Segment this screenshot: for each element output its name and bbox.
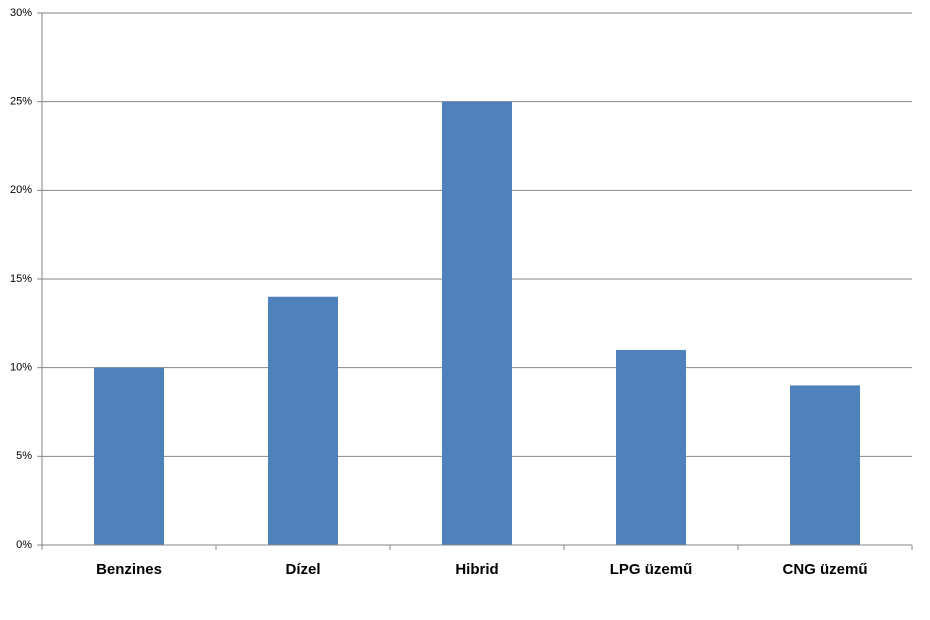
bar [268,296,338,545]
y-tick-label: 20% [10,184,32,196]
y-tick-label: 25% [10,96,32,108]
y-tick-label: 30% [10,7,32,19]
bar [94,367,164,545]
y-tick-label: 10% [10,362,32,374]
y-tick-label: 5% [16,450,32,462]
x-tick-label: Dízel [285,561,320,578]
x-tick-label: Benzines [96,561,162,578]
x-tick-label: CNG üzemű [782,561,867,578]
y-tick-label: 15% [10,273,32,285]
y-tick-label: 0% [16,539,32,551]
bar [616,349,686,545]
x-tick-label: Hibrid [455,561,498,578]
bar [442,101,512,546]
x-tick-label: LPG üzemű [610,561,693,578]
bar [790,385,860,545]
